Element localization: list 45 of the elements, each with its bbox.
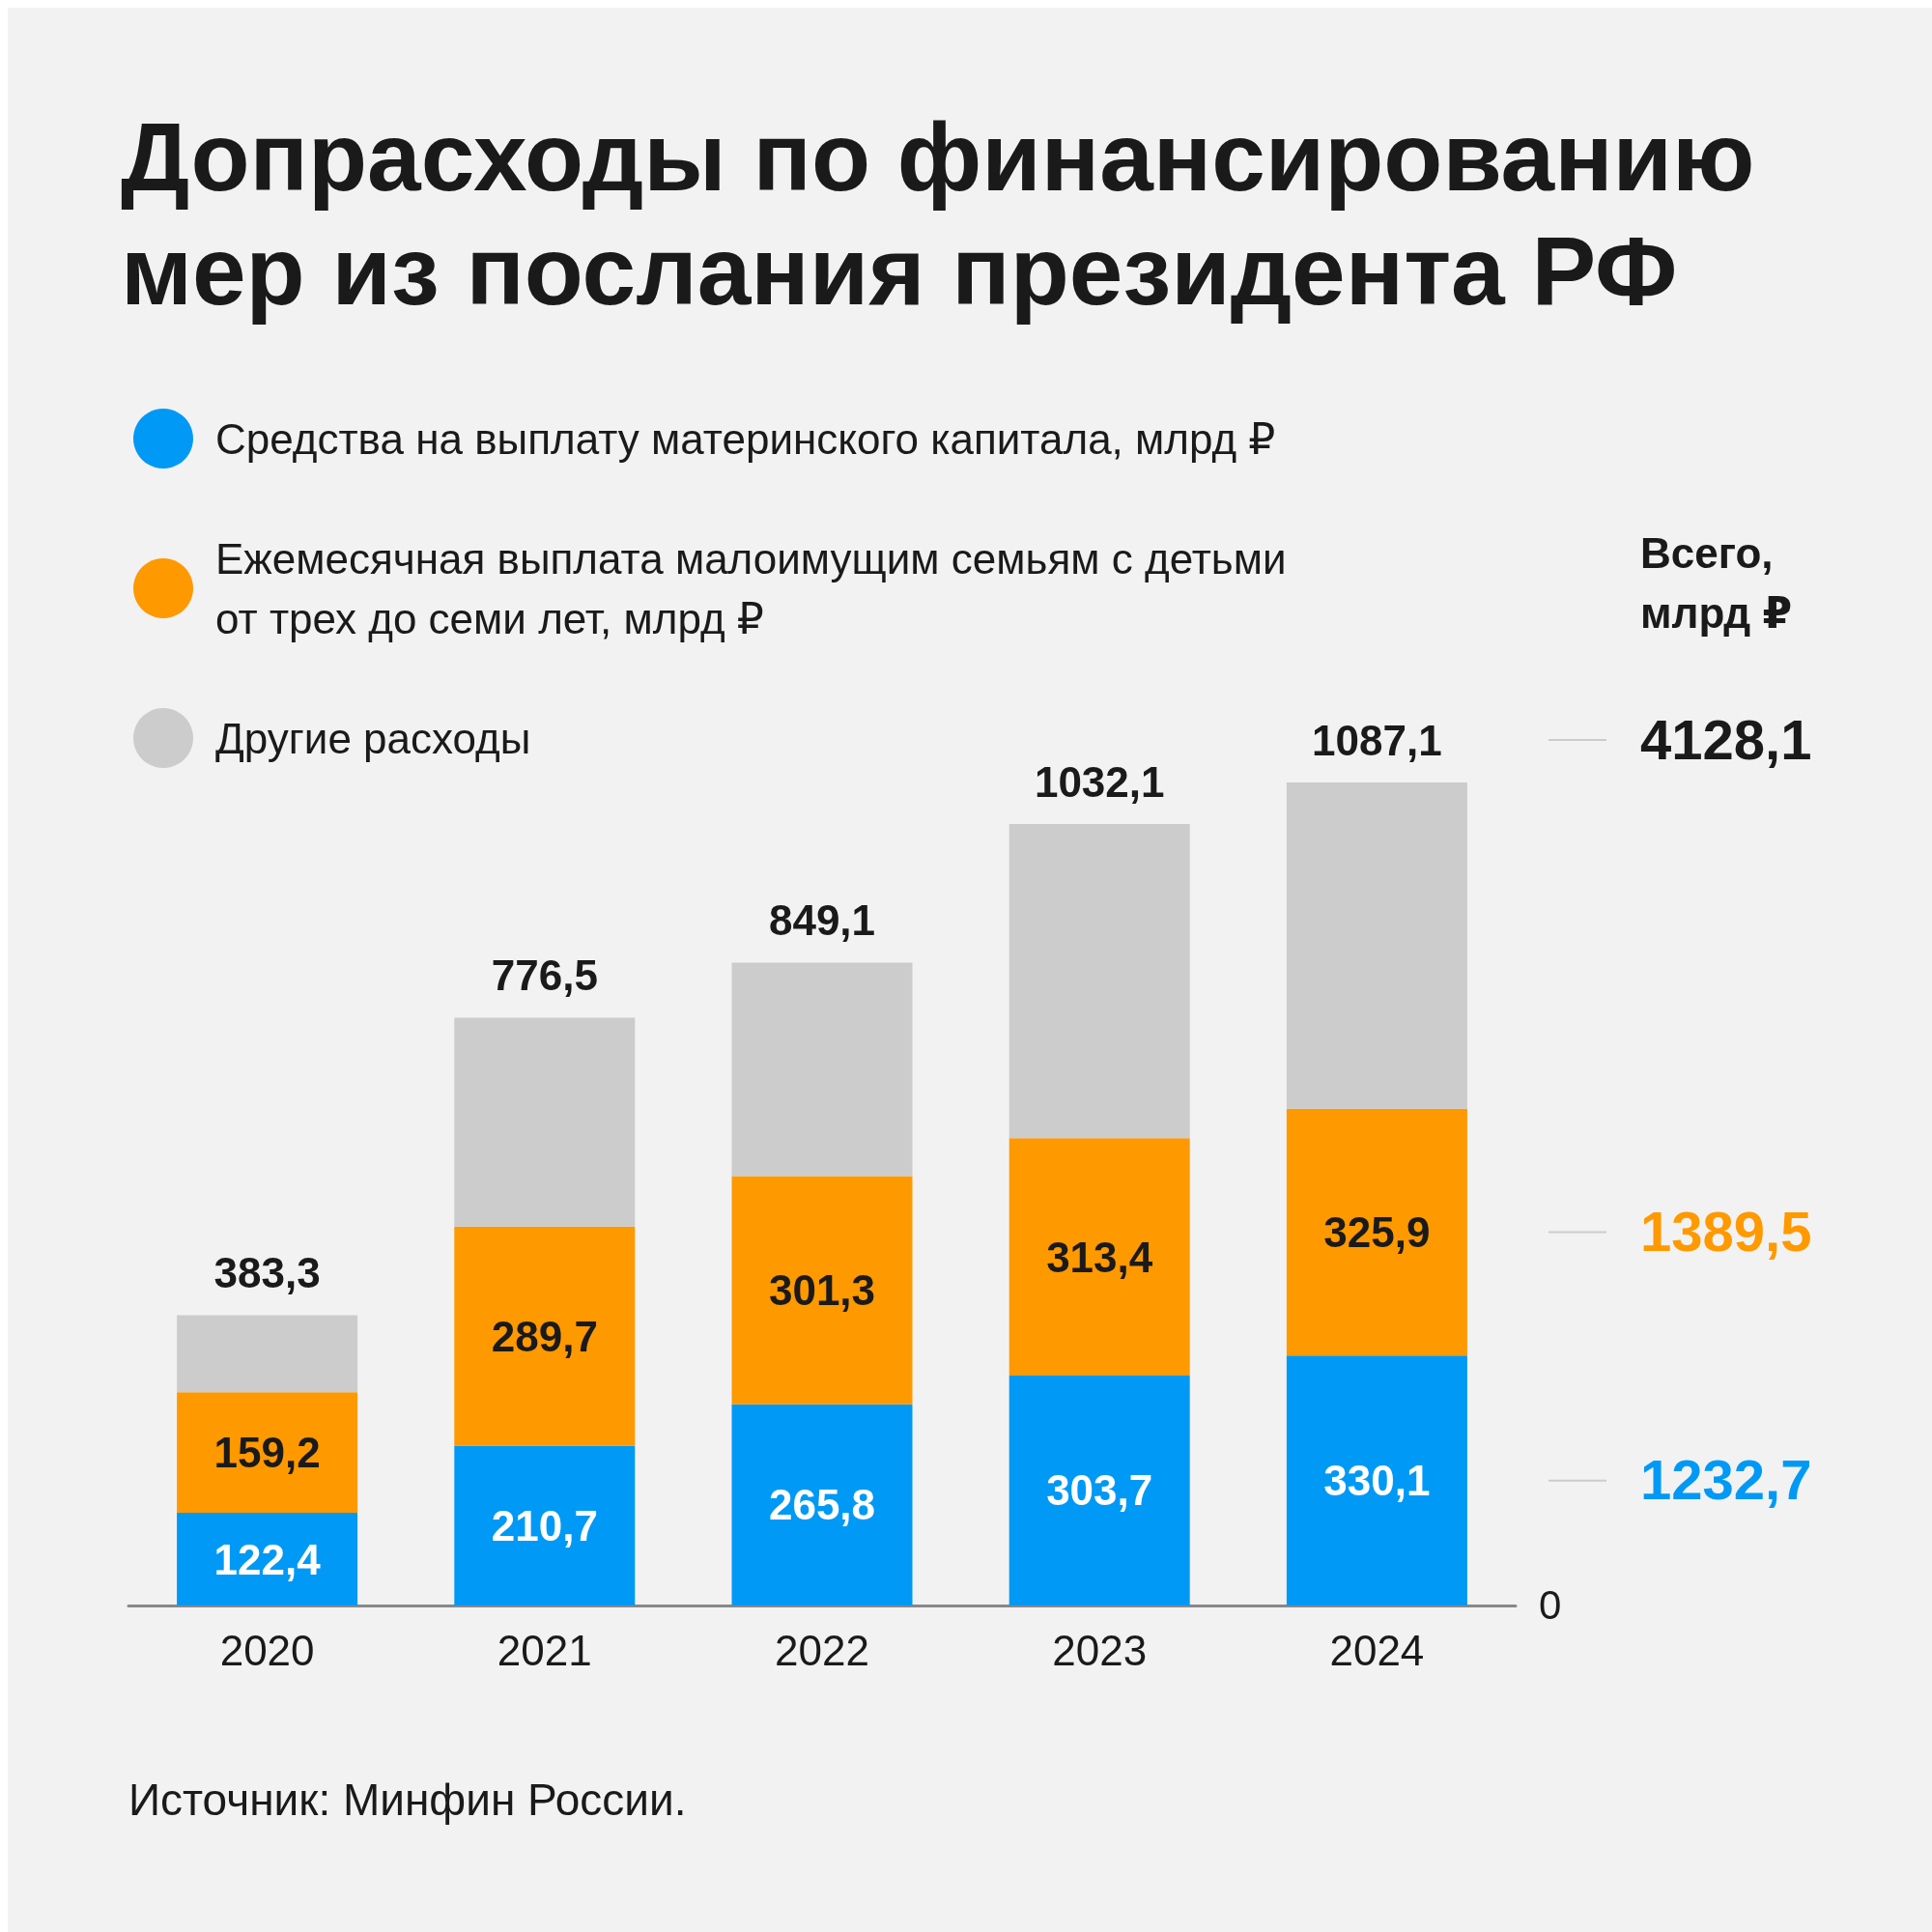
data-label: 289,7 bbox=[491, 1312, 598, 1360]
bar bbox=[454, 1445, 636, 1605]
data-label: 210,7 bbox=[491, 1501, 598, 1549]
bar bbox=[1286, 782, 1467, 1109]
chart-title: Допрасходы по финансированию мер из послания президента РФ bbox=[121, 102, 1755, 325]
total-label: 849,1 bbox=[768, 896, 876, 945]
data-label: 325,9 bbox=[1323, 1208, 1431, 1257]
bar bbox=[731, 962, 913, 1177]
text: 1232,7 bbox=[1640, 1448, 1812, 1512]
bar bbox=[454, 1226, 636, 1446]
total-label: 776,5 bbox=[491, 951, 598, 999]
data-label: 159,2 bbox=[213, 1429, 321, 1477]
text: 0 bbox=[1539, 1581, 1562, 1628]
legend-label: Средства на выплату материнского капитала, млрд ₽ bbox=[215, 414, 1276, 463]
x-tick-label: 2020 bbox=[219, 1626, 315, 1674]
legend-label: Ежемесячная выплата малоимущим семьям с детьми от трех до семи лет, млрд ₽ bbox=[215, 534, 1287, 642]
x-tick-label: 2021 bbox=[497, 1626, 592, 1674]
bar bbox=[177, 1513, 358, 1605]
x-tick-label: 2022 bbox=[775, 1626, 869, 1674]
data-label: 265,8 bbox=[768, 1481, 876, 1529]
text: Источник: Минфин России. bbox=[128, 1775, 687, 1825]
x-tick-label: 2023 bbox=[1052, 1626, 1148, 1674]
data-label: 313,4 bbox=[1046, 1233, 1153, 1281]
bar bbox=[454, 1017, 636, 1227]
text: 1389,5 bbox=[1640, 1200, 1812, 1264]
bar bbox=[177, 1315, 358, 1393]
bar bbox=[1286, 1108, 1467, 1356]
total-label: 1032,1 bbox=[1034, 757, 1165, 806]
data-label: 303,7 bbox=[1046, 1466, 1153, 1515]
text: Всего, млрд ₽ bbox=[1640, 528, 1793, 637]
bar bbox=[1009, 1375, 1190, 1605]
data-label: 330,1 bbox=[1323, 1457, 1431, 1505]
bar bbox=[1009, 824, 1190, 1139]
legend-label: Другие расходы bbox=[215, 714, 531, 762]
bar bbox=[731, 1404, 913, 1605]
text: 4128,1 bbox=[1640, 707, 1812, 771]
bar bbox=[1009, 1138, 1190, 1376]
total-label: 383,3 bbox=[213, 1249, 321, 1297]
data-label: 122,4 bbox=[213, 1535, 322, 1583]
bar bbox=[1286, 1355, 1467, 1605]
bar bbox=[177, 1392, 358, 1514]
data-label: 301,3 bbox=[768, 1266, 876, 1315]
x-tick-label: 2024 bbox=[1329, 1626, 1425, 1674]
bar bbox=[731, 1176, 913, 1405]
total-label: 1087,1 bbox=[1312, 716, 1442, 764]
